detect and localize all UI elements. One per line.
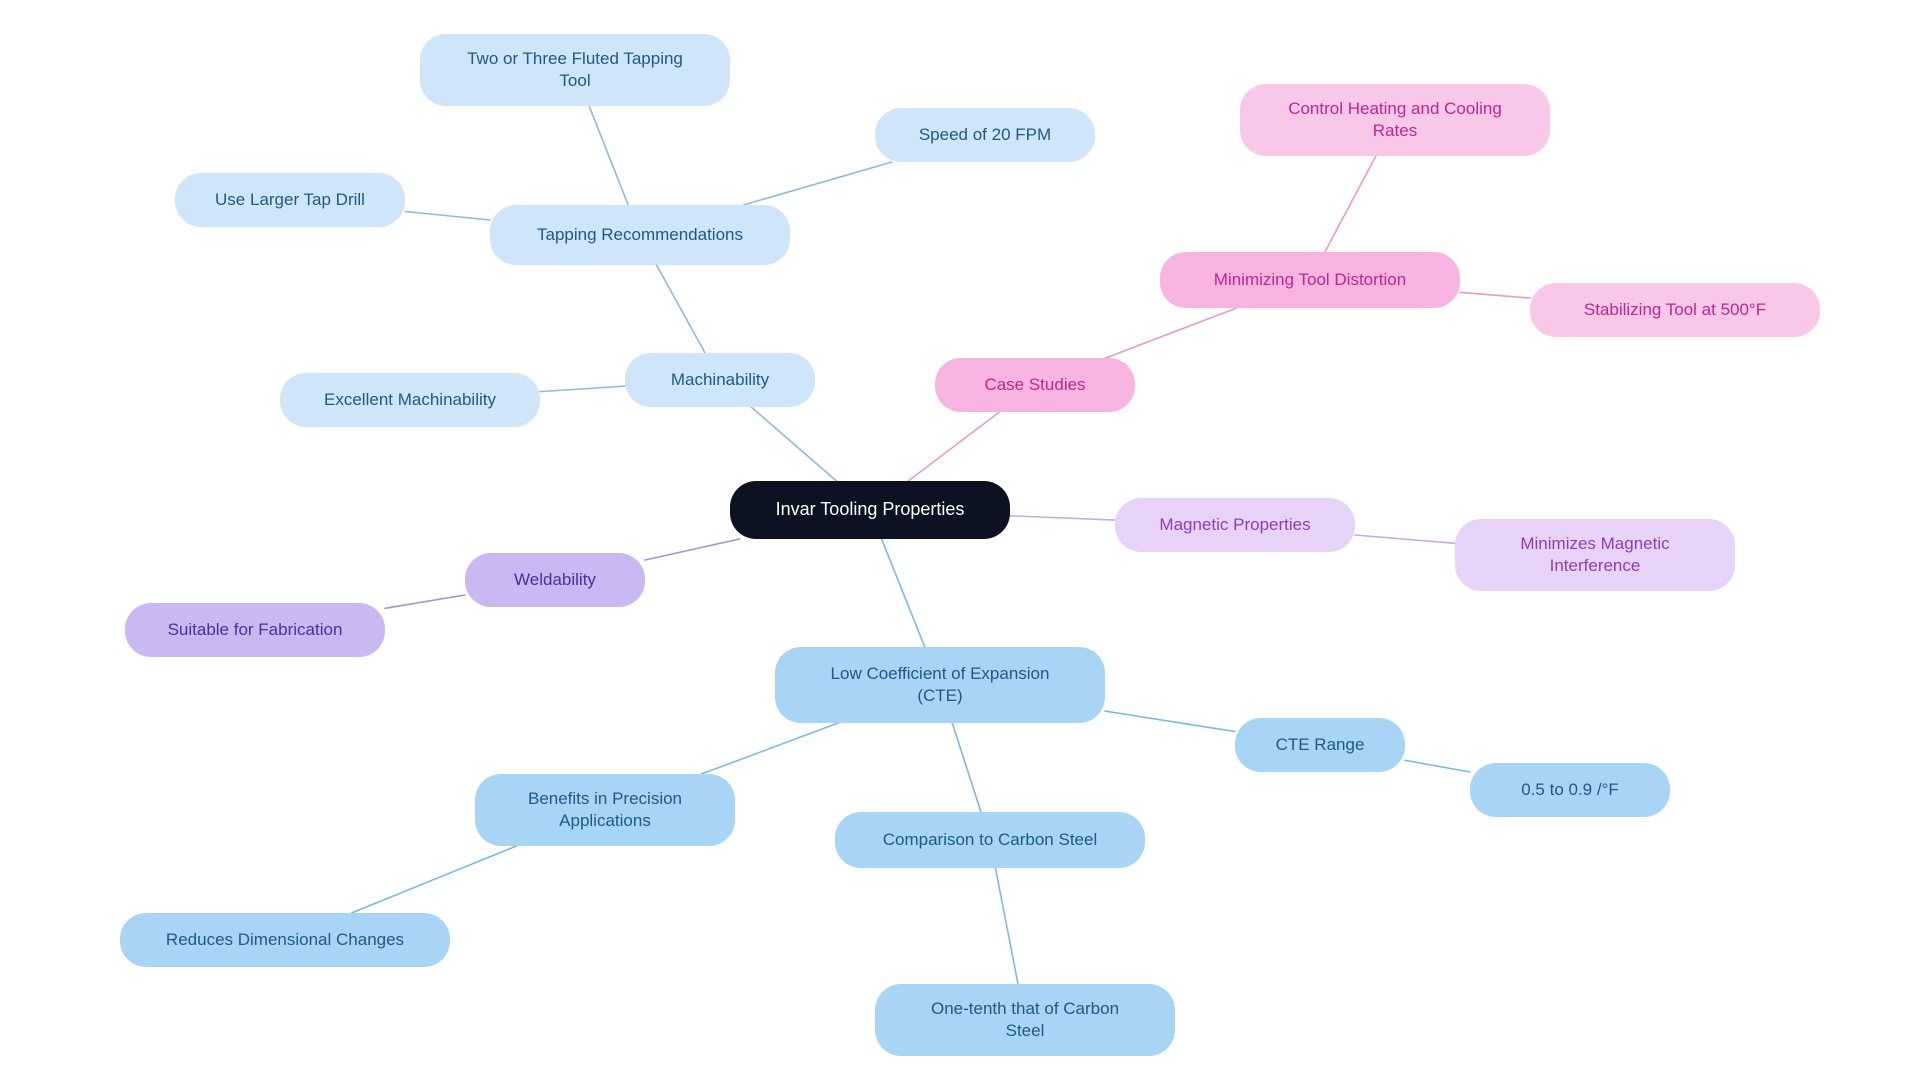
node-label: Two or Three Fluted Tapping Tool [467,48,683,92]
node-cte-value[interactable]: 0.5 to 0.9 /°F [1470,763,1670,817]
node-benefits-precision[interactable]: Benefits in Precision Applications [475,774,735,846]
node-label: Machinability [671,369,769,391]
node-label: Minimizing Tool Distortion [1214,269,1406,291]
node-reduces-dimensional[interactable]: Reduces Dimensional Changes [120,913,450,967]
node-label: Use Larger Tap Drill [215,189,365,211]
node-tapping-recommendations[interactable]: Tapping Recommendations [490,205,790,265]
node-label: Low Coefficient of Expansion (CTE) [831,663,1050,707]
node-minimize-magnetic-interference[interactable]: Minimizes Magnetic Interference [1455,519,1735,591]
node-comparison-carbon[interactable]: Comparison to Carbon Steel [835,812,1145,868]
node-cte-range[interactable]: CTE Range [1235,718,1405,772]
node-machinability[interactable]: Machinability [625,353,815,407]
node-label: Benefits in Precision Applications [528,788,682,832]
node-label: Stabilizing Tool at 500°F [1584,299,1766,321]
node-control-heating-cooling[interactable]: Control Heating and Cooling Rates [1240,84,1550,156]
node-label: Comparison to Carbon Steel [883,829,1098,851]
node-label: Speed of 20 FPM [919,124,1051,146]
node-label: CTE Range [1276,734,1365,756]
node-weldability[interactable]: Weldability [465,553,645,607]
node-label: Minimizes Magnetic Interference [1520,533,1669,577]
node-root[interactable]: Invar Tooling Properties [730,481,1010,539]
node-stabilizing-tool-500f[interactable]: Stabilizing Tool at 500°F [1530,283,1820,337]
node-one-tenth-carbon[interactable]: One-tenth that of Carbon Steel [875,984,1175,1056]
mindmap-canvas: Invar Tooling Properties Machinability E… [0,0,1920,1083]
node-excellent-machinability[interactable]: Excellent Machinability [280,373,540,427]
node-label: Excellent Machinability [324,389,496,411]
node-case-studies[interactable]: Case Studies [935,358,1135,412]
node-label: Tapping Recommendations [537,224,743,246]
node-two-three-fluted[interactable]: Two or Three Fluted Tapping Tool [420,34,730,106]
node-label: 0.5 to 0.9 /°F [1521,779,1619,801]
node-magnetic-properties[interactable]: Magnetic Properties [1115,498,1355,552]
node-label: Reduces Dimensional Changes [166,929,404,951]
node-label: One-tenth that of Carbon Steel [931,998,1119,1042]
node-label: Magnetic Properties [1159,514,1310,536]
node-label: Control Heating and Cooling Rates [1288,98,1502,142]
node-label: Weldability [514,569,596,591]
node-suitable-fabrication[interactable]: Suitable for Fabrication [125,603,385,657]
node-low-cte[interactable]: Low Coefficient of Expansion (CTE) [775,647,1105,723]
node-speed-20-fpm[interactable]: Speed of 20 FPM [875,108,1095,162]
node-larger-tap-drill[interactable]: Use Larger Tap Drill [175,173,405,227]
node-minimizing-tool-distortion[interactable]: Minimizing Tool Distortion [1160,252,1460,308]
node-label: Invar Tooling Properties [776,498,965,521]
node-label: Case Studies [984,374,1085,396]
node-label: Suitable for Fabrication [168,619,343,641]
